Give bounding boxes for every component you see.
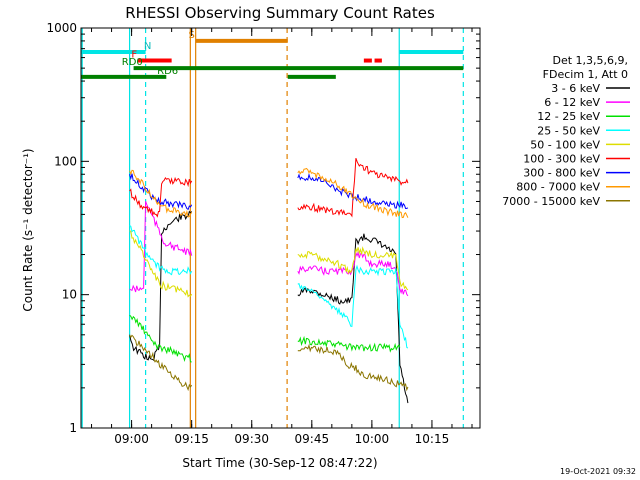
footer-timestamp: 19-Oct-2021 09:32 <box>560 467 636 476</box>
chart-title: RHESSI Observing Summary Count Rates <box>125 4 435 22</box>
flag-label: RD6 <box>157 66 178 77</box>
y-axis-label: Count Rate (s⁻¹ detector⁻¹) <box>21 148 35 311</box>
series-line <box>129 230 409 298</box>
x-tick-label: 09:45 <box>295 432 330 446</box>
flag-label: RD0 <box>122 57 143 68</box>
x-axis-label: Start Time (30-Sep-12 08:47:22) <box>182 456 377 470</box>
legend-label: 800 - 7000 keV <box>516 181 600 194</box>
series-line <box>129 225 409 349</box>
y-tick-label: 100 <box>54 154 77 168</box>
flag-label: F <box>131 50 137 61</box>
legend-label: 50 - 100 keV <box>530 138 600 151</box>
x-tick-label: 09:00 <box>114 432 149 446</box>
legend-label: 12 - 25 keV <box>537 110 600 123</box>
y-tick-label: 1000 <box>46 21 77 35</box>
x-tick-label: 09:15 <box>174 432 209 446</box>
flag-label: N <box>144 41 151 52</box>
x-axis: 09:00 09:15 09:30 09:45 10:00 10:15 <box>91 28 473 446</box>
series-line <box>129 334 409 392</box>
legend-label: 300 - 800 keV <box>523 167 600 180</box>
legend-label: 6 - 12 keV <box>544 96 600 109</box>
legend-header: Det 1,3,5,6,9, <box>552 54 628 67</box>
legend-header: FDecim 1, Att 0 <box>543 68 628 81</box>
y-axis: 1 10 100 1000 <box>46 21 480 435</box>
y-tick-label: 1 <box>69 421 77 435</box>
legend-label: 100 - 300 keV <box>523 153 600 166</box>
series-line <box>129 172 409 211</box>
y-tick-label: 10 <box>62 288 77 302</box>
series-line <box>129 314 401 363</box>
x-tick-label: 10:15 <box>415 432 450 446</box>
flag-bars: NSFRD0RD6 <box>81 30 464 79</box>
plot-frame <box>80 27 481 429</box>
legend: Det 1,3,5,6,9,FDecim 1, Att 03 - 6 keV6 … <box>502 54 630 208</box>
series-line <box>129 167 409 219</box>
x-tick-label: 10:00 <box>355 432 390 446</box>
legend-label: 7000 - 15000 keV <box>502 195 600 208</box>
x-tick-label: 09:30 <box>234 432 269 446</box>
legend-label: 25 - 50 keV <box>537 124 600 137</box>
series-line <box>129 201 409 297</box>
vertical-markers <box>81 28 464 428</box>
legend-label: 3 - 6 keV <box>551 82 600 95</box>
series-lines <box>129 158 409 404</box>
